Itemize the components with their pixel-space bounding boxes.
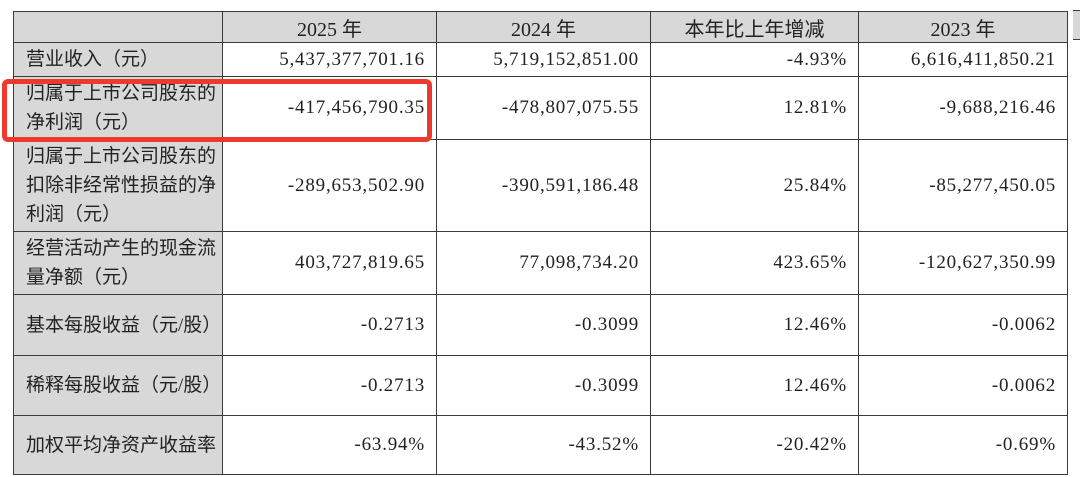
value-cell-change: -4.93% — [650, 42, 859, 77]
row-label: 归属于上市公司股东的净利润（元） — [13, 76, 223, 140]
value-cell-change: 25.84% — [650, 139, 859, 232]
row-label: 基本每股收益（元/股） — [13, 294, 223, 356]
table-row-net-profit: 归属于上市公司股东的净利润（元） -417,456,790.35 -478,80… — [13, 76, 1068, 140]
header-cell-blank — [13, 11, 223, 43]
table-row-revenue: 营业收入（元） 5,437,377,701.16 5,719,152,851.0… — [13, 42, 1068, 77]
table-row-weighted-avg-roe: 加权平均净资产收益率 -63.94% -43.52% -20.42% -0.69… — [13, 415, 1068, 475]
cropped-adjacent-cell — [1073, 10, 1080, 40]
header-cell-2024: 2024 年 — [436, 11, 651, 43]
row-label: 营业收入（元） — [13, 42, 223, 77]
row-label: 稀释每股收益（元/股） — [13, 355, 223, 416]
header-cell-2023: 2023 年 — [858, 11, 1068, 43]
value-cell-2023: -9,688,216.46 — [858, 76, 1068, 140]
value-cell-change: 12.46% — [650, 355, 859, 416]
value-cell-2023: 6,616,411,850.21 — [858, 42, 1068, 77]
value-cell-2023: -0.0062 — [858, 355, 1068, 416]
value-cell-change: 423.65% — [650, 231, 859, 295]
value-cell-2025: -63.94% — [222, 415, 437, 475]
value-cell-2023: -85,277,450.05 — [858, 139, 1068, 232]
value-cell-2024: -390,591,186.48 — [436, 139, 651, 232]
value-cell-change: 12.81% — [650, 76, 859, 140]
value-cell-2024: 5,719,152,851.00 — [436, 42, 651, 77]
value-cell-2024: -0.3099 — [436, 355, 651, 416]
value-cell-2023: -0.0062 — [858, 294, 1068, 356]
row-label: 加权平均净资产收益率 — [13, 415, 223, 475]
table-row-operating-cash-flow: 经营活动产生的现金流量净额（元） 403,727,819.65 77,098,7… — [13, 231, 1068, 295]
value-cell-2025: -289,653,502.90 — [222, 139, 437, 232]
value-cell-change: 12.46% — [650, 294, 859, 356]
table-row-net-profit-excl-nonrecurring: 归属于上市公司股东的扣除非经常性损益的净利润（元） -289,653,502.9… — [13, 139, 1068, 232]
value-cell-2024: -478,807,075.55 — [436, 76, 651, 140]
header-row: 2025 年 2024 年 本年比上年增减 2023 年 — [13, 11, 1068, 43]
value-cell-2025: 5,437,377,701.16 — [222, 42, 437, 77]
table-row-basic-eps: 基本每股收益（元/股） -0.2713 -0.3099 12.46% -0.00… — [13, 294, 1068, 356]
row-label: 经营活动产生的现金流量净额（元） — [13, 231, 223, 295]
financial-summary-table: 2025 年 2024 年 本年比上年增减 2023 年 营业收入（元） 5,4… — [13, 11, 1068, 475]
value-cell-2025: -417,456,790.35 — [222, 76, 437, 140]
header-cell-2025: 2025 年 — [222, 11, 437, 43]
value-cell-2025: 403,727,819.65 — [222, 231, 437, 295]
value-cell-2023: -0.69% — [858, 415, 1068, 475]
value-cell-2024: -0.3099 — [436, 294, 651, 356]
value-cell-2024: 77,098,734.20 — [436, 231, 651, 295]
value-cell-2023: -120,627,350.99 — [858, 231, 1068, 295]
row-label: 归属于上市公司股东的扣除非经常性损益的净利润（元） — [13, 139, 223, 232]
value-cell-2025: -0.2713 — [222, 355, 437, 416]
value-cell-2025: -0.2713 — [222, 294, 437, 356]
value-cell-change: -20.42% — [650, 415, 859, 475]
table-row-diluted-eps: 稀释每股收益（元/股） -0.2713 -0.3099 12.46% -0.00… — [13, 355, 1068, 416]
header-cell-change: 本年比上年增减 — [650, 11, 859, 43]
value-cell-2024: -43.52% — [436, 415, 651, 475]
